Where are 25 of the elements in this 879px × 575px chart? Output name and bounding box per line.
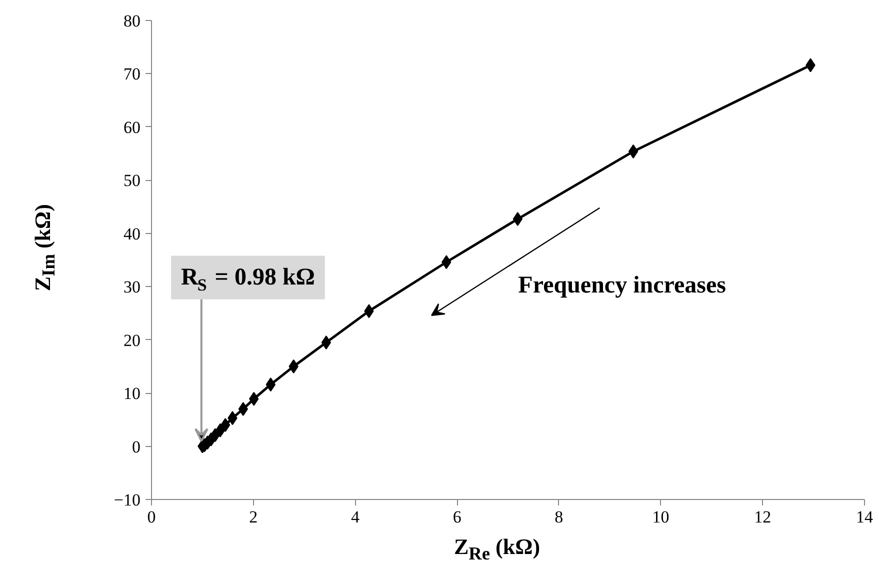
y-tick-label: 70 [124, 64, 140, 84]
x-tick-label: 14 [856, 508, 874, 526]
x-tick-label: 4 [350, 508, 360, 526]
y-tick-label: −10 [114, 490, 141, 510]
point [628, 144, 638, 158]
y-tick-label: 10 [124, 384, 140, 404]
x-tick-label: 12 [754, 508, 772, 526]
y-tick-label: 50 [124, 171, 140, 190]
point [321, 335, 332, 350]
point [238, 402, 248, 416]
y-tick-label: 40 [124, 224, 140, 244]
x-tick-label: 2 [249, 508, 258, 526]
point [512, 212, 523, 226]
y-tick-label: 0 [132, 437, 140, 456]
y-tick-label: 20 [124, 330, 140, 350]
x-tick-label: 6 [452, 508, 462, 526]
x-tick-label: 0 [147, 508, 156, 526]
y-tick-label: 60 [124, 118, 140, 137]
x-tick-label: 8 [554, 508, 564, 526]
annotation: Frequency increases [518, 272, 726, 299]
point [266, 378, 276, 392]
y-tick-label: 30 [124, 278, 140, 297]
y-tick-label: 80 [124, 12, 140, 30]
x-axis-title: Z$_{Re}$ (kΩ) [452, 534, 542, 564]
x-tick-label: 10 [652, 508, 670, 526]
